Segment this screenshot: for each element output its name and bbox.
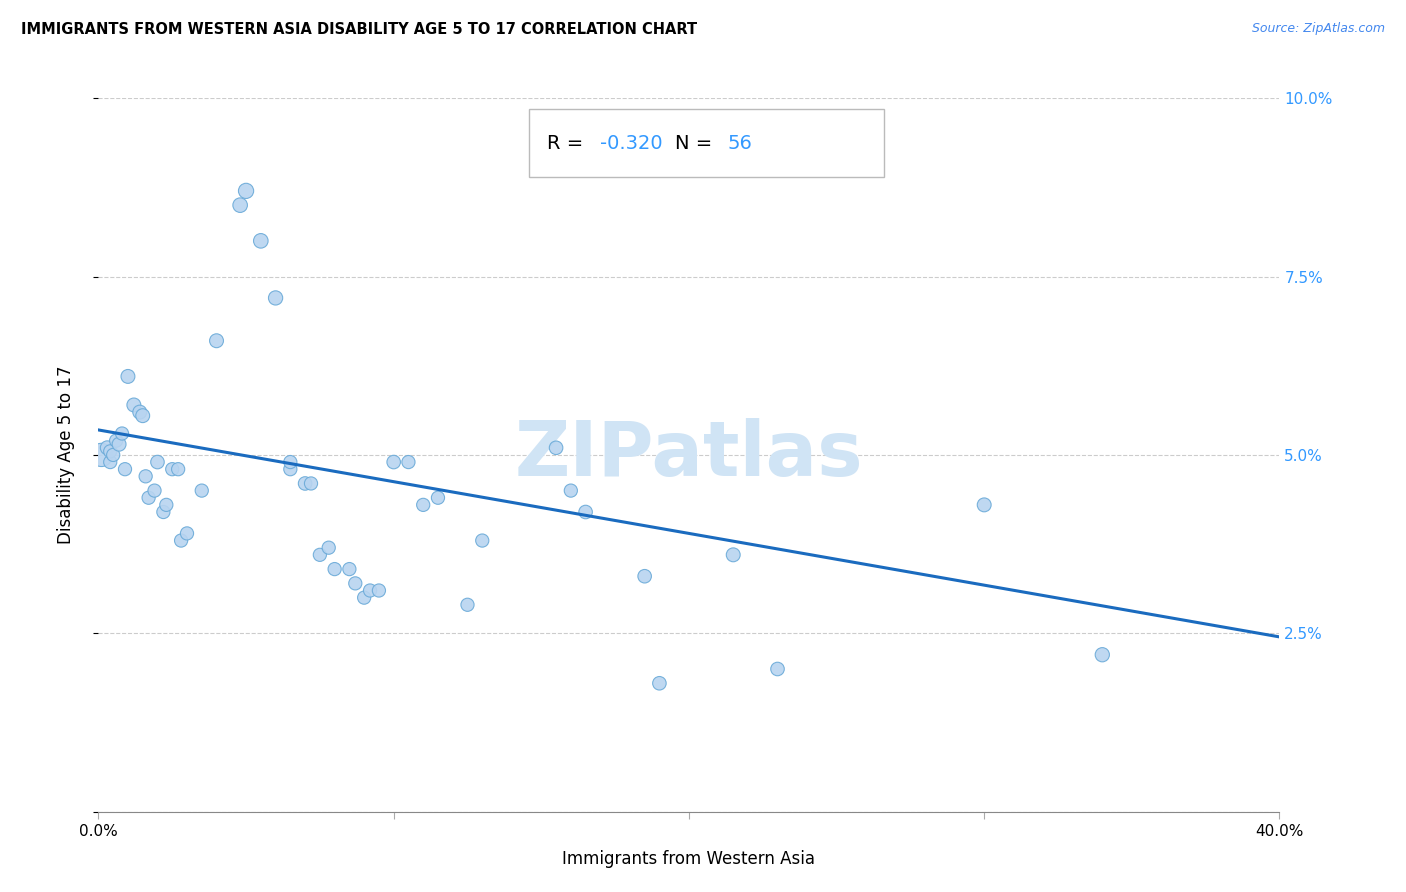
Point [294,476,316,491]
Point [235,184,257,198]
Point [633,569,655,583]
Point [105,434,128,448]
Point [90,448,112,462]
Point [368,583,391,598]
X-axis label: Immigrants from Western Asia: Immigrants from Western Asia [562,850,815,868]
Point [648,676,671,690]
Point [546,441,568,455]
Point [353,591,375,605]
Point [98,455,121,469]
Point [176,526,198,541]
Point [973,498,995,512]
Point [323,562,346,576]
Point [96,441,118,455]
Point [309,548,332,562]
Text: N =: N = [675,134,718,153]
Point [114,462,136,476]
Point [250,234,273,248]
Point [382,455,405,469]
Point [1091,648,1114,662]
Point [117,369,139,384]
FancyBboxPatch shape [530,109,884,177]
Point [191,483,214,498]
Point [318,541,340,555]
Point [574,505,596,519]
Text: IMMIGRANTS FROM WESTERN ASIA DISABILITY AGE 5 TO 17 CORRELATION CHART: IMMIGRANTS FROM WESTERN ASIA DISABILITY … [21,22,697,37]
Text: 56: 56 [728,134,752,153]
Point [344,576,367,591]
Point [723,548,745,562]
Point [111,426,134,441]
Point [205,334,228,348]
Point [471,533,494,548]
Point [359,583,381,598]
Point [162,462,183,476]
Point [98,444,121,458]
Point [146,455,169,469]
Point [560,483,582,498]
Point [143,483,166,498]
Point [152,505,174,519]
Point [132,409,155,423]
Point [122,398,145,412]
Point [108,437,131,451]
Point [427,491,450,505]
Point [103,448,125,462]
Point [278,462,302,476]
Point [396,455,419,469]
Point [264,291,287,305]
Point [167,462,190,476]
Point [456,598,478,612]
Text: Source: ZipAtlas.com: Source: ZipAtlas.com [1251,22,1385,36]
Point [412,498,434,512]
Text: R =: R = [547,134,589,153]
Point [229,198,252,212]
Text: ZIPatlas: ZIPatlas [515,418,863,491]
Point [339,562,360,576]
Point [138,491,160,505]
Point [299,476,322,491]
Point [155,498,177,512]
Text: -0.320: -0.320 [600,134,664,153]
Point [170,533,193,548]
Y-axis label: Disability Age 5 to 17: Disability Age 5 to 17 [56,366,75,544]
Point [135,469,157,483]
Point [278,455,302,469]
Point [766,662,789,676]
Point [128,405,150,419]
